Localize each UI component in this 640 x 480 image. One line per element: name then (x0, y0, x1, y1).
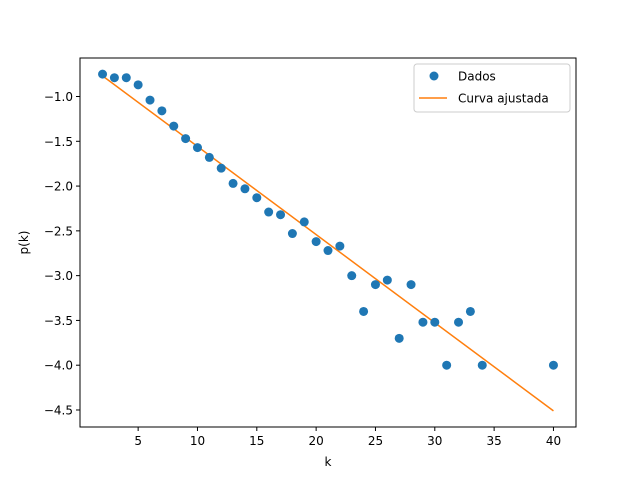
data-point (240, 184, 250, 194)
y-tick-label: −2.0 (44, 180, 73, 194)
data-point (430, 317, 440, 327)
y-tick-label: −3.5 (44, 314, 73, 328)
data-point (477, 360, 487, 370)
data-point (109, 73, 119, 83)
y-tick-label: −1.5 (44, 135, 73, 149)
data-point (204, 152, 214, 162)
y-axis-label: p(k) (17, 231, 31, 255)
data-point (192, 143, 202, 153)
x-tick-label: 30 (427, 434, 442, 448)
y-tick-label: −4.0 (44, 359, 73, 373)
data-point (287, 229, 297, 239)
y-tick-label: −1.0 (44, 90, 73, 104)
legend: Dados Curva ajustada (413, 63, 571, 113)
data-point (454, 317, 464, 327)
y-tick-label: −2.5 (44, 224, 73, 238)
x-tick-label: 35 (486, 434, 501, 448)
data-point (406, 280, 416, 290)
data-point (181, 134, 191, 144)
data-point (264, 207, 274, 217)
legend-label-curva-ajustada: Curva ajustada (458, 92, 549, 106)
data-point (465, 306, 475, 316)
data-point (98, 69, 108, 79)
x-tick-label: 40 (546, 434, 561, 448)
data-point (157, 106, 167, 116)
data-point (121, 73, 131, 83)
data-point (216, 163, 226, 173)
data-point (323, 246, 333, 256)
data-point (252, 193, 262, 203)
legend-box (413, 63, 571, 113)
x-tick-label: 10 (190, 434, 205, 448)
data-point (347, 271, 357, 281)
data-point (359, 306, 369, 316)
plot-area (98, 69, 558, 412)
x-tick-label: 5 (134, 434, 142, 448)
data-point (169, 121, 179, 131)
data-point (548, 360, 558, 370)
fitted-curve-line (102, 75, 554, 412)
data-point (145, 95, 155, 105)
x-axis-label: k (325, 455, 332, 469)
data-point (442, 360, 452, 370)
x-axis: 5 10 15 20 25 30 35 40 (134, 427, 561, 448)
data-point (311, 237, 321, 247)
data-point (299, 217, 309, 227)
y-axis: −1.0 −1.5 −2.0 −2.5 −3.0 −3.5 −4.0 −4.5 (44, 90, 80, 417)
data-point (382, 275, 392, 285)
axes-frame (79, 57, 577, 428)
data-point (133, 80, 143, 90)
data-point (276, 210, 286, 220)
x-tick-label: 20 (308, 434, 323, 448)
y-tick-label: −4.5 (44, 403, 73, 417)
legend-label-dados: Dados (458, 70, 496, 84)
legend-marker-dados (429, 71, 439, 81)
x-tick-label: 25 (368, 434, 383, 448)
data-point (228, 178, 238, 188)
y-tick-label: −3.0 (44, 269, 73, 283)
data-point (335, 241, 345, 251)
data-point (394, 333, 404, 343)
x-tick-label: 15 (249, 434, 264, 448)
data-point (370, 280, 380, 290)
data-point (418, 317, 428, 327)
